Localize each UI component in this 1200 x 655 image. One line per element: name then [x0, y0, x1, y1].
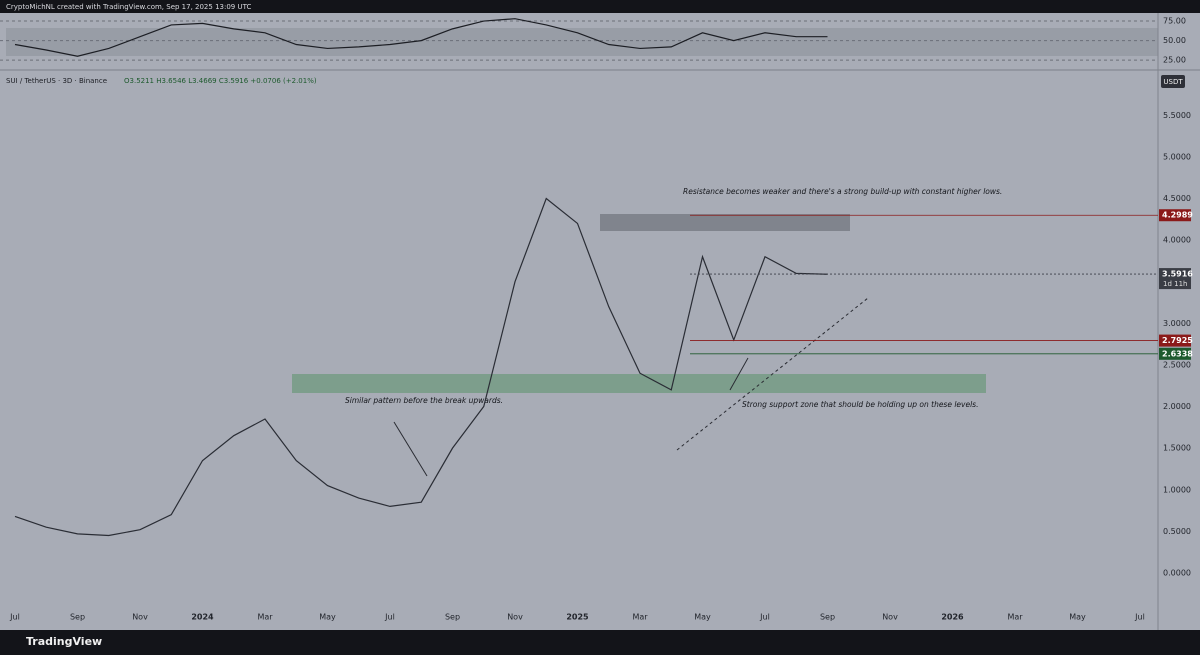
- ohlc: O3.5211 H3.6546 L3.4669 C3.5916 +0.0706 …: [124, 77, 317, 85]
- x-tick-label: Mar: [1007, 613, 1023, 622]
- annotation: Resistance becomes weaker and there's a …: [683, 187, 1002, 196]
- x-tick-label: 2026: [941, 613, 964, 622]
- x-tick-label: Sep: [70, 613, 85, 622]
- x-tick-label: Mar: [257, 613, 273, 622]
- x-tick-label: Jul: [384, 613, 395, 622]
- x-tick-label: Jul: [9, 613, 20, 622]
- x-tick-label: Jul: [759, 613, 770, 622]
- annotation: Strong support zone that should be holdi…: [742, 400, 978, 409]
- rsi-line: [14, 18, 828, 57]
- resistance-zone: [600, 214, 850, 231]
- y-tick-label: 0.0000: [1163, 568, 1191, 577]
- price-tag: [1159, 209, 1191, 222]
- currency-box: [1161, 75, 1185, 88]
- top-bar: [0, 0, 1200, 13]
- x-tick-label: Mar: [632, 613, 648, 622]
- y-tick-label: 4.5000: [1163, 194, 1191, 203]
- y-tick-label: 1.5000: [1163, 444, 1191, 453]
- x-tick-label: Jul: [1134, 613, 1145, 622]
- y-tick-label: 25.00: [1163, 56, 1186, 65]
- trendline: [676, 297, 869, 451]
- y-tick-label: 5.0000: [1163, 152, 1191, 161]
- x-tick-label: Nov: [132, 613, 148, 622]
- x-tick-label: May: [1069, 613, 1086, 622]
- arrow: [393, 421, 428, 477]
- price-tag: [1159, 268, 1191, 290]
- y-tick-label: 3.0000: [1163, 319, 1191, 328]
- x-tick-label: May: [694, 613, 711, 622]
- y-tick-label: 50.00: [1163, 36, 1186, 45]
- x-tick-label: Nov: [882, 613, 898, 622]
- price-tag-label: 2.6338: [1162, 349, 1193, 358]
- price-tag: [1159, 334, 1191, 347]
- currency: USDT: [1163, 78, 1183, 86]
- credit: CryptoMichNL created with TradingView.co…: [6, 3, 251, 11]
- y-tick-label: 0.5000: [1163, 527, 1191, 536]
- x-tick-label: Sep: [445, 613, 460, 622]
- price-tag: [1159, 347, 1191, 360]
- x-tick-label: Nov: [507, 613, 523, 622]
- symbol: SUI / TetherUS · 3D · Binance: [6, 77, 107, 85]
- rsi-band: [6, 28, 1158, 56]
- annotation: Similar pattern before the break upwards…: [345, 396, 503, 405]
- y-tick-label: 1.0000: [1163, 485, 1191, 494]
- price-tag-label: 2.7925: [1162, 336, 1193, 345]
- price-tag-label: 3.5916: [1162, 270, 1193, 279]
- y-tick-label: 75.00: [1163, 17, 1186, 26]
- support-zone: [292, 374, 986, 393]
- y-tick-label: 4.0000: [1163, 236, 1191, 245]
- x-tick-label: 2024: [191, 613, 214, 622]
- price-tag-sub: 1d 11h: [1163, 280, 1187, 288]
- charts: 0.0000 0.5000 1.0000 1.5000 2.0000 2.5000 3.00…: [0, 17, 1193, 622]
- y-tick-label: 2.0000: [1163, 402, 1191, 411]
- x-tick-label: May: [319, 613, 336, 622]
- footer: [0, 630, 1200, 655]
- y-tick-label: 5.5000: [1163, 111, 1191, 120]
- logo: TradingView: [26, 635, 102, 648]
- arrow: [729, 357, 749, 391]
- x-tick-label: Sep: [820, 613, 835, 622]
- y-tick-label: 2.5000: [1163, 360, 1191, 369]
- price-tag-label: 4.2989: [1162, 211, 1193, 220]
- price-line: [14, 197, 828, 537]
- x-tick-label: 2025: [566, 613, 589, 622]
